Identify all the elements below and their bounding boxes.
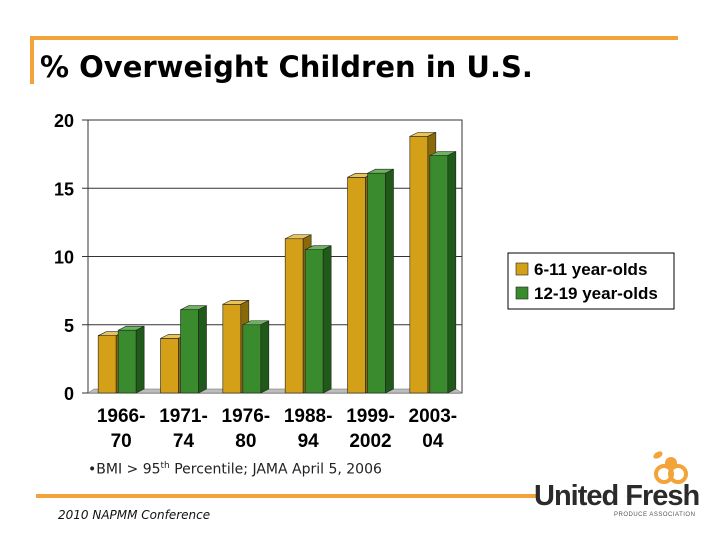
bar-side [260,320,270,394]
x-tick-label: 80 [235,431,256,452]
bar [347,177,366,394]
footnote: •BMI > 95th Percentile; JAMA April 5, 20… [88,461,382,478]
footnote-prefix: •BMI > 95 [88,461,161,478]
bar [409,136,429,394]
logo-mark-icon [653,451,688,484]
x-tick-label: 1976- [222,406,271,427]
conference-label: 2010 NAPMM Conference [58,508,211,522]
united-fresh-logo: United Fresh PRODUCE ASSOCIATION [530,448,710,528]
legend-label: 6-11 year-olds [534,260,647,279]
bar [304,249,324,394]
title-frame-top [30,36,678,40]
title-frame-left [30,36,34,84]
x-tick-label: 74 [173,431,195,452]
x-tick-label: 1999- [346,406,395,427]
x-tick-label: 1966- [97,406,146,427]
y-tick-label: 5 [64,316,74,336]
bar-side [447,151,457,394]
legend-swatch [515,262,529,276]
y-tick-label: 0 [64,384,74,404]
x-tick-label: 04 [422,431,444,452]
bar-side [198,305,207,394]
slide-title: % Overweight Children in U.S. [40,50,533,84]
x-tick-label: 2002 [349,431,391,452]
bar [242,324,262,394]
bar [429,155,449,394]
bar [97,335,117,394]
legend-swatch [515,286,529,300]
bottom-rule [36,494,536,498]
bar [284,238,304,394]
footnote-suffix: Percentile; JAMA April 5, 2006 [169,461,382,478]
bar [117,329,137,394]
bar-side [385,168,394,394]
bar [180,309,199,394]
y-tick-label: 20 [54,111,74,131]
bar [222,303,242,394]
footnote-superscript: th [160,461,170,471]
y-tick-label: 15 [54,179,74,199]
x-tick-label: 1988- [284,406,333,427]
x-tick-label: 2003- [409,406,458,427]
y-tick-label: 10 [54,248,74,268]
logo-subtext: PRODUCE ASSOCIATION [614,512,696,518]
bar-side [322,245,332,394]
legend-box [507,252,675,310]
x-tick-label: 1971- [159,406,208,427]
logo-wordmark: United Fresh [534,480,700,512]
legend-label: 12-19 year-olds [534,284,658,303]
bar [367,172,386,394]
bar [160,338,179,394]
chart-floor [87,388,463,394]
x-tick-label: 70 [111,431,132,452]
bar-side [135,325,145,394]
x-tick-label: 94 [298,431,320,452]
